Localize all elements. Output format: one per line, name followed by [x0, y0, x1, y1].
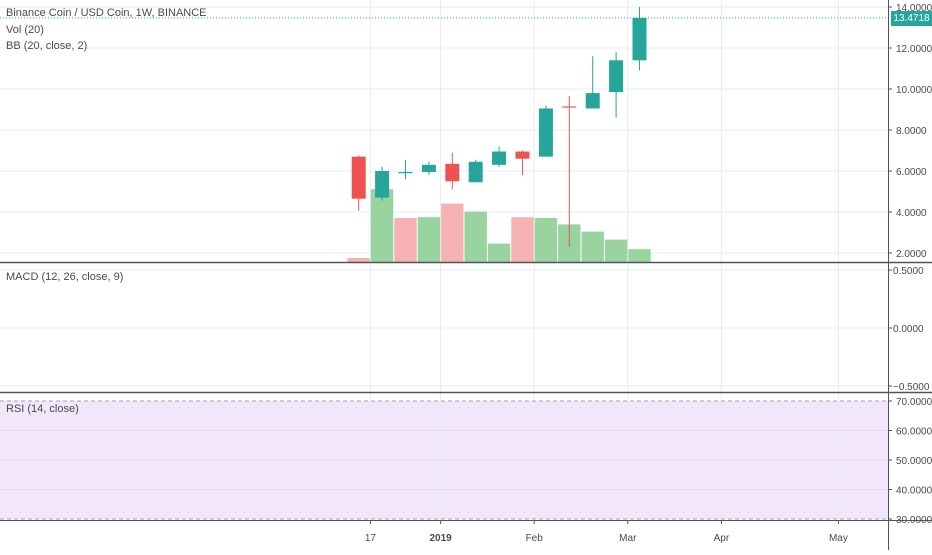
volume-bar	[370, 189, 394, 262]
time-tick-label: Feb	[526, 533, 544, 544]
candle-body	[562, 106, 577, 108]
macd-tick-label: 0.5000	[893, 266, 924, 277]
rsi-tick-label: 40.0000	[896, 486, 932, 497]
time-tick-label: 17	[365, 533, 377, 544]
volume-bar	[347, 258, 370, 262]
candle-body	[445, 163, 460, 182]
volume-bar	[394, 218, 417, 262]
rsi-tick-label: 70.0000	[896, 397, 932, 408]
price-tick-label: 6.0000	[896, 167, 927, 178]
macd-legend: MACD (12, 26, close, 9)	[6, 271, 124, 283]
candle-body	[538, 108, 553, 157]
volume-bar	[511, 217, 534, 262]
volume-bar	[604, 239, 628, 262]
candle-body	[398, 172, 413, 174]
price-tick-label: 12.0000	[896, 44, 932, 55]
last-price-badge: 13.4718	[891, 11, 932, 26]
bollinger-legend: BB (20, close, 2)	[6, 40, 88, 52]
price-tick-label: 2.0000	[896, 249, 927, 260]
price-tick-label: 8.0000	[896, 126, 927, 137]
time-tick-label: 2019	[429, 533, 452, 544]
candle-body	[585, 93, 600, 109]
candle-body	[515, 151, 530, 159]
volume-bar	[628, 249, 651, 262]
volume-bar	[487, 243, 511, 262]
macd-tick-label: 0.0000	[893, 324, 924, 335]
candle-body	[375, 171, 390, 198]
grid-lines	[0, 0, 888, 520]
candles	[0, 7, 888, 247]
candle-body	[351, 156, 366, 199]
candle-body	[468, 161, 483, 183]
symbol-title: Binance Coin / USD Coin, 1W, BINANCE	[6, 7, 207, 19]
macd-tick-label: −0.5000	[893, 382, 930, 393]
time-tick-label: May	[829, 533, 848, 544]
rsi-legend: RSI (14, close)	[6, 403, 79, 415]
volume-bar	[464, 211, 487, 262]
rsi-tick-label: 30.0000	[896, 515, 932, 526]
volume-bar	[417, 217, 441, 262]
price-tick-label: 4.0000	[896, 208, 927, 219]
volume-bar	[534, 218, 558, 262]
volume-legend: Vol (20)	[6, 24, 44, 36]
candle-body	[492, 151, 507, 165]
axis-labels: 14.0000 12.0000 10.0000 8.0000 6.0000 4.0000 2…	[365, 3, 932, 544]
time-tick-label: Apr	[714, 533, 730, 544]
price-tick-label: 14.0000	[896, 3, 932, 14]
candle-body	[609, 60, 624, 93]
time-tick-label: Mar	[619, 533, 637, 544]
price-tick-label: 10.0000	[896, 85, 932, 96]
volume-bar	[441, 203, 464, 262]
volume-bar	[581, 231, 604, 262]
volume-bars	[347, 189, 651, 262]
rsi-tick-label: 60.0000	[896, 427, 932, 438]
candle-body	[632, 17, 647, 61]
rsi-tick-label: 50.0000	[896, 456, 932, 467]
candle-body	[421, 164, 436, 173]
